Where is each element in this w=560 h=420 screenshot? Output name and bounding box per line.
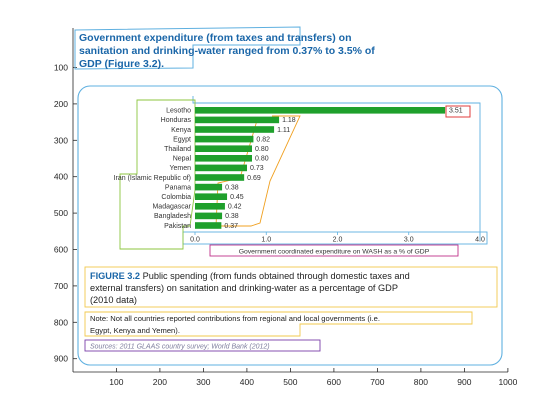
value-label: 0.80 [255, 156, 269, 163]
country-label: Pakistan [164, 223, 191, 230]
outer-x-tick-label: 600 [327, 377, 341, 387]
bar [195, 136, 253, 143]
outer-x-tick-label: 500 [283, 377, 297, 387]
outer-y-tick-label: 300 [54, 135, 68, 145]
note-line-2: Egypt, Kenya and Yemen). [90, 326, 180, 335]
headline-line-3: GDP (Figure 3.2). [79, 58, 164, 70]
outer-x-tick-label: 800 [414, 377, 428, 387]
chart-x-tick-label: 4.0 [475, 237, 485, 244]
chart-x-ticks: 0.0 1.0 2.0 3.0 4.0 [190, 232, 485, 244]
outer-x-tick-label: 400 [240, 377, 254, 387]
bar [195, 145, 252, 152]
country-label: Bangladesh [154, 213, 191, 220]
outer-y-tick-label: 700 [54, 281, 68, 291]
outer-y-ticks: 100 200 300 400 500 600 700 800 900 [54, 63, 77, 364]
outer-x-tick-label: 300 [196, 377, 210, 387]
value-label: 0.80 [255, 146, 269, 153]
bar [195, 155, 252, 162]
outer-x-ticks: 100 200 300 400 500 600 700 800 900 1000 [109, 368, 517, 387]
outer-x-tick-label: 200 [153, 377, 167, 387]
country-label: Lesotho [166, 108, 191, 115]
outer-x-tick-label: 100 [109, 377, 123, 387]
country-labels: Lesotho Honduras Kenya Egypt Thailand Nepal Ye… [114, 108, 192, 230]
outer-y-tick-label: 800 [54, 317, 68, 327]
chart-x-tick-label: 2.0 [333, 237, 343, 244]
chart-x-tick-label: 0.0 [190, 237, 200, 244]
headline-line-1: Government expenditure (from taxes and t… [79, 32, 351, 44]
headline: Government expenditure (from taxes and t… [75, 27, 375, 70]
bar [195, 174, 244, 181]
outer-x-tick-label: 900 [457, 377, 471, 387]
value-label: 0.82 [256, 136, 270, 143]
value-labels: 3.51 1.18 1.11 0.82 0.80 0.80 0.73 0.69 0.38 0.45… [224, 108, 462, 230]
bar [195, 165, 247, 172]
outer-x-tick-label: 700 [370, 377, 384, 387]
bar [195, 193, 227, 200]
value-label: 1.11 [277, 127, 290, 134]
value-label: 0.42 [228, 204, 242, 211]
country-label: Iran (Islamic Republic of) [114, 175, 191, 182]
figure-caption-line-2: external transfers) on sanitation and dr… [90, 283, 398, 293]
outer-y-tick-label: 900 [54, 354, 68, 364]
value-label: 0.45 [230, 194, 244, 201]
outer-x-tick-label: 1000 [498, 377, 517, 387]
figure-number: FIGURE 3.2 [90, 271, 140, 281]
figure-caption: FIGURE 3.2 Public spending (from funds o… [85, 267, 497, 307]
value-label: 0.69 [247, 175, 261, 182]
country-label: Madagascar [152, 204, 191, 211]
bar [195, 117, 279, 124]
country-label: Colombia [161, 194, 191, 201]
source-text: Sources: 2011 GLAAS country survey; Worl… [90, 344, 270, 351]
bar [195, 126, 274, 133]
outer-y-tick-label: 100 [54, 63, 68, 73]
figure-caption-line-1: FIGURE 3.2 Public spending (from funds o… [90, 271, 410, 281]
outer-y-tick-label: 600 [54, 245, 68, 255]
figure-caption-line-3: (2010 data) [90, 295, 137, 305]
headline-line-2: sanitation and drinking-water ranged fro… [79, 45, 375, 57]
chart-x-tick-label: 3.0 [404, 237, 414, 244]
bar [195, 203, 225, 210]
outer-y-tick-label: 500 [54, 208, 68, 218]
country-label: Egypt [173, 136, 191, 143]
country-label: Panama [165, 184, 191, 191]
value-label: 0.37 [224, 223, 238, 230]
note-line-1: Note: Not all countries reported contrib… [90, 314, 380, 323]
note: Note: Not all countries reported contrib… [85, 312, 472, 336]
bar [195, 184, 222, 191]
bar [195, 222, 221, 229]
bar-chart: Lesotho Honduras Kenya Egypt Thailand Nepal Ye… [114, 107, 485, 244]
value-label: 0.38 [225, 213, 239, 220]
country-label: Thailand [164, 146, 191, 153]
x-axis-label: Government coordinated expenditure on WA… [239, 249, 430, 256]
country-label: Yemen [169, 165, 191, 172]
country-label: Honduras [161, 117, 192, 124]
outer-y-tick-label: 200 [54, 99, 68, 109]
value-label: 3.51 [449, 108, 463, 115]
value-label: 0.38 [225, 184, 239, 191]
country-label: Kenya [171, 127, 191, 134]
figure-caption-text-1: Public spending (from funds obtained thr… [140, 271, 410, 281]
outer-y-tick-label: 400 [54, 172, 68, 182]
value-label: 0.73 [250, 165, 264, 172]
country-label: Nepal [173, 156, 192, 163]
bar [195, 107, 445, 114]
value-label: 1.18 [282, 117, 296, 124]
chart-x-tick-label: 1.0 [261, 237, 271, 244]
bar [195, 213, 222, 220]
